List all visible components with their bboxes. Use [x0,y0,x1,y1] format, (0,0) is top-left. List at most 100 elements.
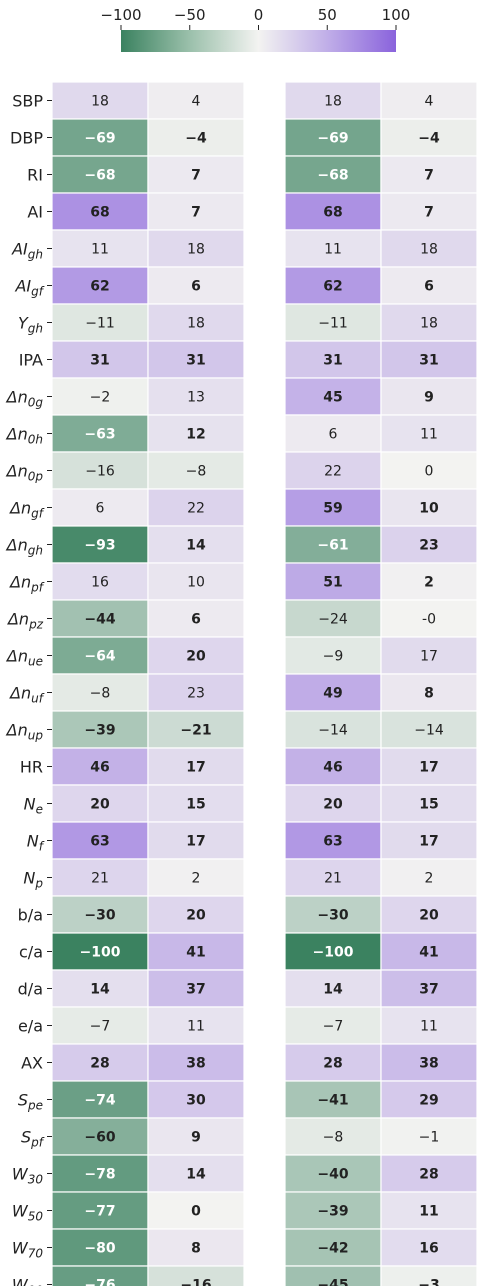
heatmap-cell [380,1228,478,1267]
heatmap-cell [284,229,382,268]
heatmap-cell [284,155,382,194]
heatmap-cell [284,1043,382,1082]
cell-value-label: 14 [186,1167,206,1183]
row-label: DBP [10,129,43,148]
cell-value-label: 0 [425,464,434,480]
heatmap-cell [380,747,478,786]
cell-value-label: -0 [422,612,436,628]
cell-value-label: 11 [324,242,342,258]
heatmap-cells: 18 4 18 4−69 −4 −69 −4−68 7 −68 768 7 68 711 18 11 1862… [51,81,478,1286]
row-label: Δnue [5,647,43,669]
cell-value-label: −42 [317,1241,348,1257]
cell-value-label: 11 [420,427,438,443]
heatmap-cell [147,118,245,157]
row-label: W90 [12,1276,43,1286]
cell-value-label: 59 [323,501,342,517]
cell-value-label: −14 [318,723,348,739]
cell-value-label: 11 [419,1204,438,1220]
heatmap-cell [380,192,478,231]
cell-value-label: 15 [186,797,205,813]
cell-value-label: 17 [186,760,205,776]
cell-value-label: −45 [317,1278,348,1286]
heatmap-cell [51,451,149,490]
row-labels: SBP DBP RI AI AIgh AIgf Ygh IPA Δn0g Δn0h Δn0p Δngf… [5,92,52,1286]
cell-value-label: −4 [418,131,440,147]
cell-value-label: −64 [84,649,115,665]
cell-value-label: −78 [84,1167,115,1183]
heatmap-cell [284,377,382,416]
heatmap-cell [51,155,149,194]
cell-value-label: −93 [84,538,115,554]
heatmap-cell [380,155,478,194]
heatmap-cell [147,1043,245,1082]
cell-value-label: 31 [90,353,109,369]
cell-value-label: 38 [419,1056,438,1072]
heatmap-cell [147,488,245,527]
cell-value-label: 17 [420,649,438,665]
row-label: Δnup [5,721,44,743]
cell-value-label: 18 [187,242,205,258]
heatmap-cell [380,229,478,268]
cell-value-label: 10 [187,575,205,591]
cell-value-label: 6 [191,612,201,628]
heatmap-cell [380,1080,478,1119]
heatmap-cell [147,340,245,379]
heatmap-cell [147,895,245,934]
heatmap-cell [380,118,478,157]
heatmap-cell [51,1080,149,1119]
heatmap-cell [51,525,149,564]
cell-value-label: −39 [84,723,115,739]
cell-value-label: −14 [414,723,444,739]
colorbar-tick-label: 50 [318,6,337,24]
heatmap-cell [380,895,478,934]
heatmap-cell [51,229,149,268]
cell-value-label: 62 [90,279,109,295]
heatmap-cell [147,525,245,564]
cell-value-label: 2 [425,871,434,887]
heatmap-cell [284,932,382,971]
cell-value-label: 7 [424,205,434,221]
heatmap-cell [380,488,478,527]
heatmap-cell [51,747,149,786]
heatmap-cell [284,488,382,527]
heatmap-cell [284,303,382,342]
cell-value-label: −44 [84,612,115,628]
row-label: Δn0h [5,425,43,447]
row-label: Δngf [8,499,45,521]
heatmap-cell [51,1228,149,1267]
row-label: IPA [19,351,43,370]
row-label: e/a [18,1017,43,1036]
heatmap-cell [147,673,245,712]
row-label: c/a [19,943,43,962]
cell-value-label: 45 [323,390,342,406]
colorbar-tick-label: 100 [382,6,411,24]
cell-value-label: 41 [186,945,205,961]
row-label: Δnpf [8,573,45,595]
heatmap-cell [380,636,478,675]
heatmap-cell [147,1228,245,1267]
heatmap-cell [380,1265,478,1286]
heatmap-cell [284,784,382,823]
cell-value-label: 17 [186,834,205,850]
cell-value-label: −69 [317,131,348,147]
heatmap-cell [147,821,245,860]
cell-value-label: −9 [323,649,344,665]
cell-value-label: 49 [323,686,342,702]
cell-value-label: −1 [419,1130,440,1146]
cell-value-label: 29 [419,1093,438,1109]
row-label: Spf [21,1128,45,1150]
cell-value-label: −8 [186,464,207,480]
cell-value-label: 18 [420,242,438,258]
row-label: Ygh [18,314,43,336]
cell-value-label: −68 [84,168,115,184]
colorbar-tick-label: −50 [174,6,206,24]
heatmap-cell [380,784,478,823]
heatmap-cell [284,821,382,860]
row-label: AIgh [11,240,43,262]
colorbar-tick-label: −100 [100,6,141,24]
row-label: W50 [12,1202,43,1224]
cell-value-label: 20 [90,797,110,813]
cell-value-label: 18 [420,316,438,332]
cell-value-label: 14 [323,982,343,998]
cell-value-label: −30 [84,908,115,924]
